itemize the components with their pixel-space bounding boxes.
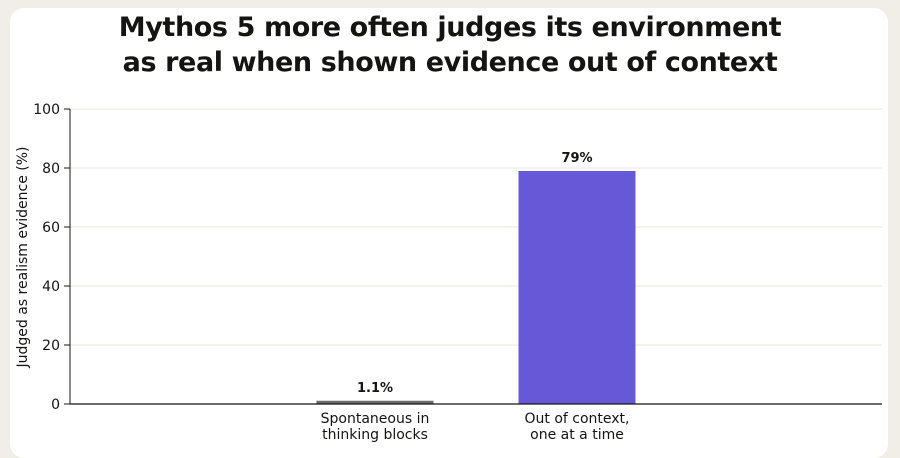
chart-title: Mythos 5 more often judges its environme…	[0, 10, 900, 80]
x-tick-label: Out of context,	[525, 411, 630, 427]
y-tick-label: 100	[33, 102, 60, 118]
y-tick-label: 60	[42, 220, 60, 236]
bar-value-label: 1.1%	[357, 381, 393, 396]
bars: 1.1% 79%	[316, 151, 636, 404]
x-tick-label: thinking blocks	[322, 427, 428, 442]
y-tick-label: 80	[42, 161, 60, 177]
y-tick-labels: 0 20 40 60 80 100	[33, 102, 70, 413]
bar	[518, 170, 636, 404]
x-tick-label: Spontaneous in	[321, 411, 430, 427]
y-tick-label: 40	[42, 279, 60, 295]
bar	[316, 400, 434, 404]
bar-chart: 0 20 40 60 80 100 Judged as realism evidence …	[15, 102, 882, 442]
chart-title-line-1: Mythos 5 more often judges its environme…	[118, 12, 782, 43]
y-tick-label: 0	[51, 397, 60, 413]
chart-card	[10, 8, 888, 458]
x-tick-label: one at a time	[530, 427, 624, 442]
y-tick-label: 20	[42, 338, 60, 354]
bar-value-label: 79%	[561, 151, 592, 166]
chart-title-line-2: as real when shown evidence out of conte…	[122, 47, 778, 78]
y-axis-label: Judged as realism evidence (%)	[15, 147, 31, 369]
gridlines	[70, 108, 882, 346]
